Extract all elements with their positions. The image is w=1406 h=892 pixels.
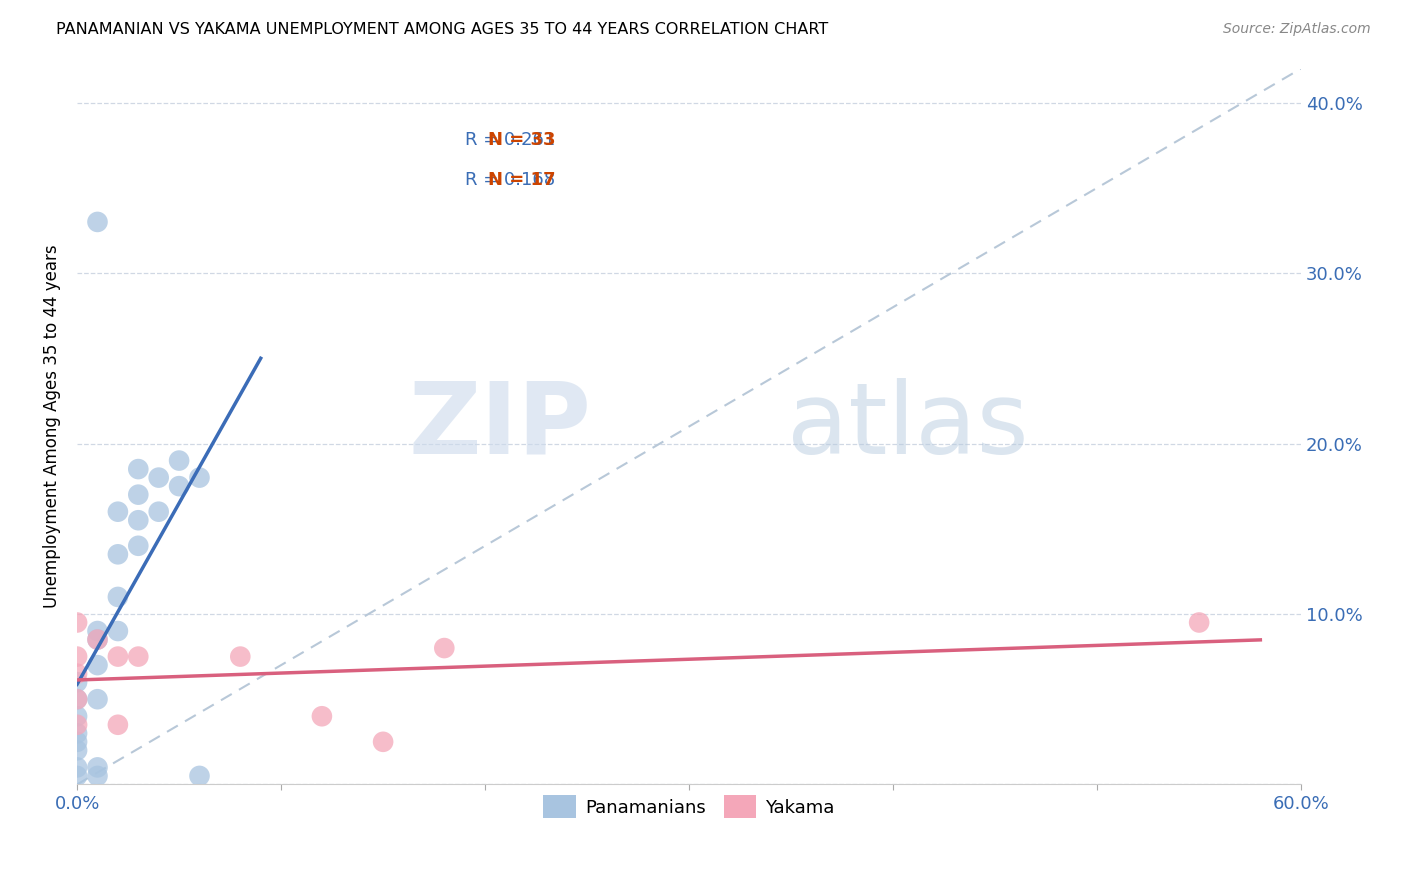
Point xyxy=(86,769,108,783)
Point xyxy=(311,709,333,723)
Text: PANAMANIAN VS YAKAMA UNEMPLOYMENT AMONG AGES 35 TO 44 YEARS CORRELATION CHART: PANAMANIAN VS YAKAMA UNEMPLOYMENT AMONG … xyxy=(56,22,828,37)
Point xyxy=(66,692,89,706)
Point xyxy=(66,735,89,749)
Point xyxy=(66,743,89,757)
Point xyxy=(1188,615,1211,630)
Point xyxy=(127,462,149,476)
Text: N = 33: N = 33 xyxy=(488,131,555,149)
Point xyxy=(127,513,149,527)
Point xyxy=(107,547,129,561)
Point xyxy=(66,760,89,774)
Text: atlas: atlas xyxy=(787,378,1029,475)
Point xyxy=(167,479,190,493)
Point xyxy=(188,769,211,783)
Point xyxy=(107,590,129,604)
Point xyxy=(86,624,108,638)
Point xyxy=(371,735,394,749)
Point xyxy=(66,692,89,706)
Point xyxy=(229,649,252,664)
Point xyxy=(66,666,89,681)
Point xyxy=(86,215,108,229)
Point xyxy=(86,632,108,647)
Point xyxy=(127,649,149,664)
Point xyxy=(433,641,456,656)
Point xyxy=(86,760,108,774)
Legend: Panamanians, Yakama: Panamanians, Yakama xyxy=(536,788,842,825)
Point xyxy=(86,658,108,673)
Point xyxy=(188,470,211,484)
Point xyxy=(167,453,190,467)
Point xyxy=(66,718,89,732)
Point xyxy=(66,709,89,723)
Point xyxy=(86,632,108,647)
Text: R = 0.261: R = 0.261 xyxy=(465,131,555,149)
Point xyxy=(66,615,89,630)
Text: N = 17: N = 17 xyxy=(488,171,555,189)
Point xyxy=(148,470,170,484)
Point xyxy=(107,718,129,732)
Y-axis label: Unemployment Among Ages 35 to 44 years: Unemployment Among Ages 35 to 44 years xyxy=(44,244,60,608)
Point xyxy=(127,488,149,502)
Point xyxy=(86,692,108,706)
Point xyxy=(66,726,89,740)
Text: R = 0.168: R = 0.168 xyxy=(465,171,555,189)
Point xyxy=(66,769,89,783)
Point xyxy=(107,505,129,519)
Point xyxy=(107,624,129,638)
Text: Source: ZipAtlas.com: Source: ZipAtlas.com xyxy=(1223,22,1371,37)
Text: ZIP: ZIP xyxy=(408,378,591,475)
Point xyxy=(107,649,129,664)
Point xyxy=(127,539,149,553)
Point xyxy=(66,649,89,664)
Point xyxy=(148,505,170,519)
Point xyxy=(66,675,89,690)
